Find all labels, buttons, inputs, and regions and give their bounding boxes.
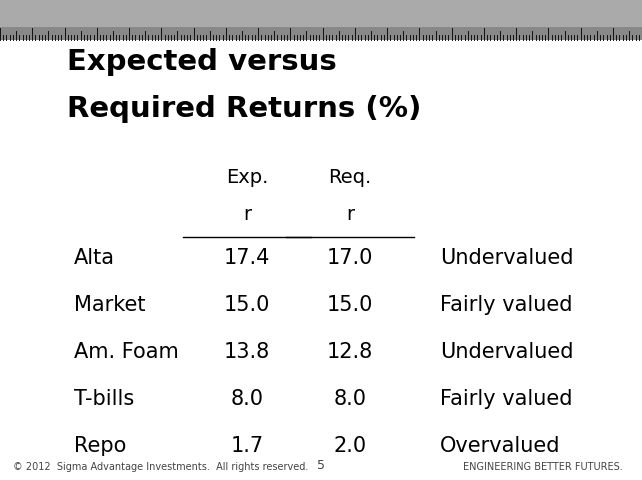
Text: Overvalued: Overvalued: [440, 436, 560, 456]
Text: 5: 5: [317, 459, 325, 472]
Text: 13.8: 13.8: [224, 342, 270, 362]
Text: Repo: Repo: [74, 436, 126, 456]
Text: Req.: Req.: [328, 168, 372, 187]
Text: r: r: [243, 205, 251, 224]
Text: Undervalued: Undervalued: [440, 248, 573, 268]
Text: 17.0: 17.0: [327, 248, 373, 268]
Text: ENGINEERING BETTER FUTURES.: ENGINEERING BETTER FUTURES.: [463, 462, 623, 472]
Text: Fairly valued: Fairly valued: [440, 389, 572, 409]
Text: Alta: Alta: [74, 248, 115, 268]
Text: 12.8: 12.8: [327, 342, 373, 362]
Ellipse shape: [443, 19, 559, 39]
Text: 8.0: 8.0: [230, 389, 264, 409]
Text: 17.4: 17.4: [224, 248, 270, 268]
Text: Expected versus: Expected versus: [67, 48, 337, 76]
Text: Market: Market: [74, 295, 145, 315]
Text: Fairly valued: Fairly valued: [440, 295, 572, 315]
Text: 15.0: 15.0: [224, 295, 270, 315]
Text: 2.0: 2.0: [333, 436, 367, 456]
Ellipse shape: [337, 15, 433, 39]
Ellipse shape: [103, 15, 180, 38]
Text: r: r: [346, 205, 354, 224]
Text: © 2012  Sigma Advantage Investments.  All rights reserved.: © 2012 Sigma Advantage Investments. All …: [13, 462, 308, 472]
Text: Required Returns (%): Required Returns (%): [67, 95, 422, 123]
Ellipse shape: [193, 15, 257, 38]
Text: T-bills: T-bills: [74, 389, 134, 409]
Text: 15.0: 15.0: [327, 295, 373, 315]
Text: Undervalued: Undervalued: [440, 342, 573, 362]
Text: 8.0: 8.0: [333, 389, 367, 409]
Text: 1.7: 1.7: [230, 436, 264, 456]
Text: Exp.: Exp.: [226, 168, 268, 187]
Text: Am. Foam: Am. Foam: [74, 342, 178, 362]
